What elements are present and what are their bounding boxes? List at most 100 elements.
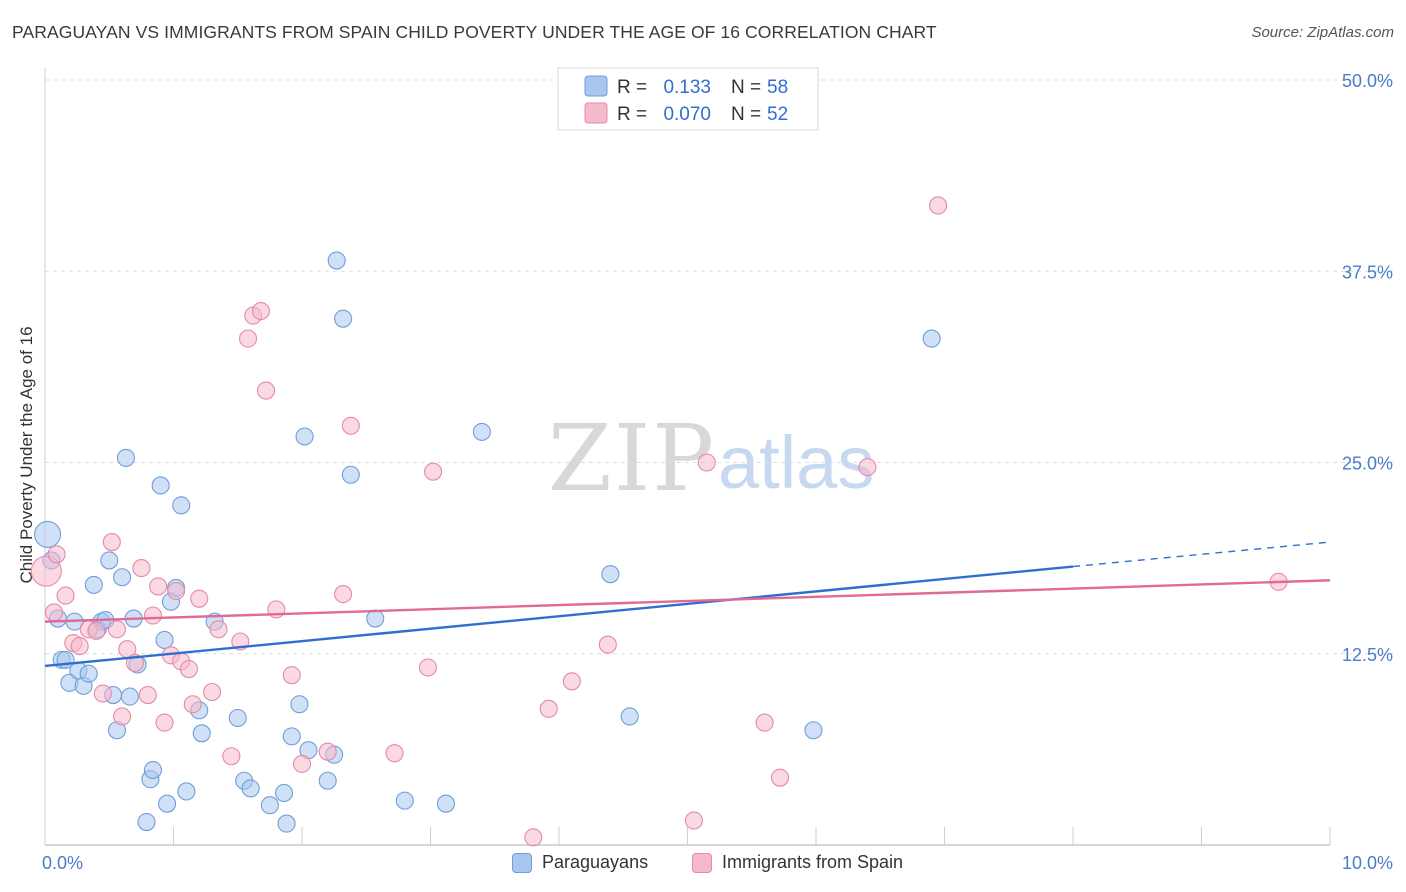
spain-point (209, 620, 228, 639)
spain-point (203, 682, 222, 702)
paraguayan-point (120, 687, 139, 706)
spain-point (87, 621, 106, 640)
source-label: Source: ZipAtlas.com (1251, 24, 1394, 41)
spain-point (334, 585, 353, 604)
paraguayan-point (192, 724, 211, 743)
paraguayan-point (79, 664, 98, 683)
paraguayans-trend-line (44, 565, 1074, 668)
legend-n-value: 58 (767, 77, 788, 98)
tick-labels: 12.5% 25.0% 37.5% 50.0% 0.0% 10.0% (42, 71, 1393, 873)
spain-point (251, 301, 270, 321)
legend-r-value: 0.133 (663, 77, 711, 98)
paraguayan-point (341, 465, 360, 484)
gridlines (45, 79, 1393, 655)
spain-trend-line (44, 579, 1331, 623)
paraguayan-point (334, 309, 353, 328)
legend-item-paraguayans[interactable]: Paraguayans (512, 852, 648, 873)
chart-title: PARAGUAYAN VS IMMIGRANTS FROM SPAIN CHIL… (12, 22, 937, 42)
legend-box: R = 0.133 N = 58 R = 0.070 N = 52 (557, 67, 819, 131)
paraguayan-point (295, 427, 314, 446)
paraguayans-label: Paraguayans (542, 852, 649, 872)
spain-point (70, 637, 89, 656)
paraguayan-point (155, 630, 174, 650)
spain-point (30, 555, 62, 587)
spain-point (107, 620, 127, 639)
spain-point (282, 666, 301, 685)
paraguayan-point (282, 727, 301, 746)
spain-point (113, 707, 132, 726)
paraguayan-point (277, 814, 296, 833)
paraguayan-point (436, 794, 455, 813)
paraguayan-point (318, 771, 337, 790)
spain-point (341, 416, 360, 435)
paraguayan-point (274, 783, 294, 803)
paraguayan-point (472, 422, 491, 441)
spain-points (30, 196, 1288, 847)
spain-point (222, 747, 241, 766)
spain-point (238, 329, 258, 348)
paraguayan-point (922, 329, 941, 348)
spain-point (562, 672, 581, 691)
paraguayan-point (143, 760, 162, 780)
paraguayan-point (34, 520, 62, 548)
bottom-legend: Paraguayans Immigrants from Spain (0, 852, 1406, 878)
paraguayan-point (620, 707, 639, 726)
paraguayan-point (241, 779, 260, 798)
spain-point (684, 811, 703, 830)
spain-point (102, 533, 121, 552)
paraguayan-point (228, 708, 247, 728)
spain-point (318, 742, 337, 761)
spain-point (44, 603, 64, 622)
x-tick-label: 0.0% (42, 853, 83, 873)
y-tick-label: 12.5% (1342, 645, 1393, 665)
paraguayan-point (804, 721, 823, 740)
spain-point (524, 828, 543, 847)
axes (44, 68, 1331, 846)
spain-point (47, 545, 66, 564)
spain-point (155, 713, 174, 732)
paraguayan-point (366, 609, 385, 628)
spain-point (385, 744, 404, 763)
legend-swatch-blue (584, 75, 608, 97)
x-tick-label: 10.0% (1342, 853, 1393, 873)
paraguayan-point (137, 812, 156, 832)
legend-r-value: 0.070 (663, 104, 711, 125)
spain-point (770, 768, 790, 787)
legend-n-value: 52 (767, 104, 788, 125)
spain-point (858, 458, 877, 477)
spain-point (929, 196, 948, 215)
spain-point (167, 581, 186, 601)
legend-n-label: N = (731, 77, 761, 98)
paraguayan-point (158, 794, 177, 813)
y-tick-label: 25.0% (1342, 454, 1393, 474)
watermark-atlas: atlas (718, 421, 874, 504)
spain-point (598, 635, 617, 654)
legend-swatch-pink (584, 102, 608, 124)
legend-n-label: N = (731, 104, 761, 125)
spain-point (143, 606, 162, 625)
spain-point (539, 699, 558, 718)
spain-point (179, 659, 198, 679)
paraguayan-point (100, 551, 119, 570)
trend-lines (44, 541, 1331, 668)
spain-point (149, 577, 168, 596)
spain-point (256, 381, 276, 400)
spain-swatch (692, 852, 712, 873)
spain-point (132, 559, 151, 578)
spain-point (697, 453, 716, 472)
paraguayans-trend-extension (1072, 541, 1331, 568)
paraguayan-point (151, 476, 170, 495)
legend-item-spain[interactable]: Immigrants from Spain (692, 852, 903, 873)
spain-point (56, 586, 75, 605)
paraguayans-swatch (512, 852, 532, 873)
paraguayan-point (327, 251, 346, 270)
spain-point (190, 589, 209, 608)
spain-point (424, 462, 443, 481)
watermark: ZIP atlas (548, 405, 874, 512)
paraguayan-point (177, 782, 196, 801)
spain-point (93, 684, 112, 703)
paraguayan-point (116, 448, 136, 467)
paraguayan-point (113, 568, 132, 587)
spain-point (755, 713, 774, 732)
